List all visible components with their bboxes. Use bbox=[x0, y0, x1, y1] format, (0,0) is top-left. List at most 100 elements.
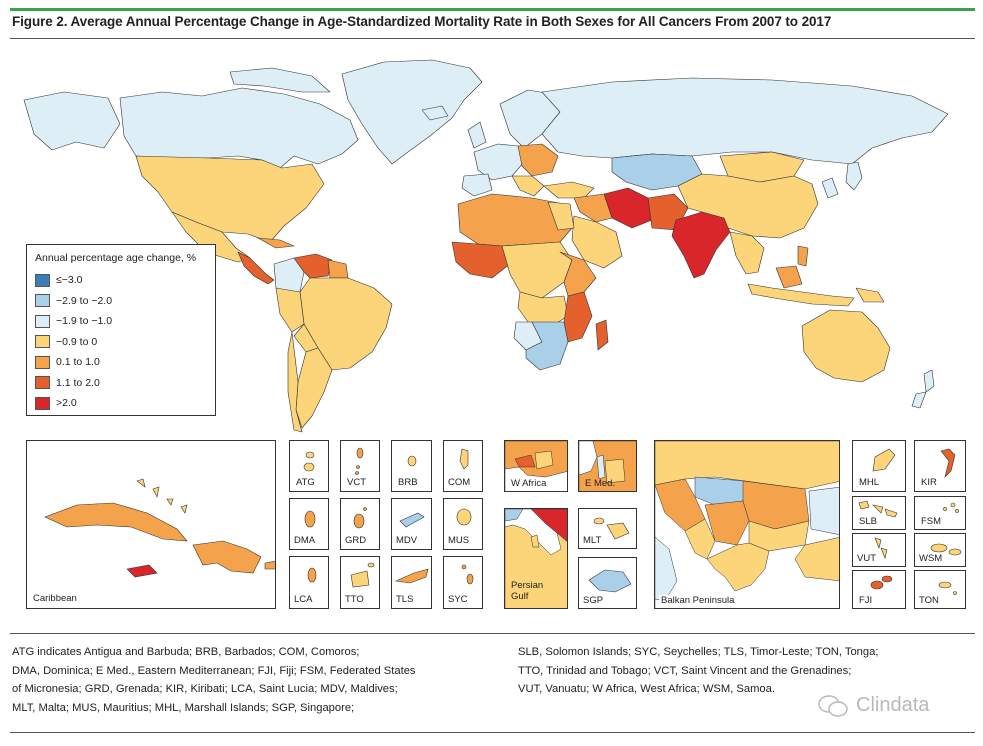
watermark: Clindata bbox=[818, 694, 929, 717]
inset-tls: TLS bbox=[391, 556, 432, 609]
wechat-icon bbox=[818, 694, 848, 717]
legend-label: >2.0 bbox=[56, 397, 77, 410]
region-guianas bbox=[327, 259, 349, 279]
fsm-map bbox=[943, 502, 959, 513]
region-central-america bbox=[237, 251, 275, 285]
region-greenland bbox=[341, 59, 483, 165]
region-central-africa bbox=[501, 241, 573, 299]
inset-label: DMA bbox=[294, 535, 316, 546]
inset-grd: GRD bbox=[340, 498, 380, 550]
grd-island bbox=[353, 513, 365, 529]
watermark-text: Clindata bbox=[856, 694, 930, 716]
w-africa-coast bbox=[505, 466, 567, 491]
inset-dma: DMA bbox=[289, 498, 329, 550]
region-india bbox=[671, 211, 731, 279]
legend-item: >2.0 bbox=[35, 393, 207, 414]
inset-vct: VCT bbox=[340, 440, 380, 492]
mhl-island bbox=[872, 448, 896, 472]
legend-label: −0.9 to 0 bbox=[56, 335, 98, 348]
syc-map bbox=[461, 564, 474, 585]
region-philippines bbox=[797, 245, 809, 267]
inset-atg: ATG bbox=[289, 440, 329, 492]
inset-kir: KIR bbox=[914, 440, 966, 492]
inset-label: SYC bbox=[448, 594, 468, 605]
region-west-africa bbox=[451, 241, 511, 279]
ton-island bbox=[938, 581, 952, 589]
inset-label: Caribbean bbox=[33, 593, 77, 604]
region-uk bbox=[467, 121, 487, 149]
legend-title: Annual percentage age change, % bbox=[35, 252, 197, 264]
balkan-serbia bbox=[704, 500, 750, 546]
region-chile bbox=[287, 331, 303, 433]
lca-island bbox=[307, 567, 317, 583]
title-divider bbox=[10, 38, 975, 39]
persian-gulf-map bbox=[505, 509, 567, 608]
inset-label: MUS bbox=[448, 535, 470, 546]
legend-swatch bbox=[35, 314, 50, 328]
notes-divider-top bbox=[10, 633, 975, 634]
inset-mus: MUS bbox=[443, 498, 483, 550]
kir-map bbox=[940, 448, 956, 478]
region-iraq-syria bbox=[573, 193, 613, 223]
world-map bbox=[23, 59, 949, 433]
inset-label: Persian Gulf bbox=[511, 580, 544, 602]
fji-map bbox=[870, 575, 893, 590]
mlt-island bbox=[606, 522, 630, 540]
inset-w-africa: W Africa bbox=[504, 440, 568, 492]
region-canada bbox=[119, 87, 359, 169]
region-venezuela bbox=[293, 253, 333, 279]
inset-label: FSM bbox=[921, 516, 942, 527]
region-alaska bbox=[23, 91, 121, 151]
vut-island-1 bbox=[874, 537, 882, 549]
inset-label: GRD bbox=[345, 535, 367, 546]
atg-map bbox=[303, 451, 315, 472]
grd-map bbox=[353, 507, 367, 529]
gulf-kuwait bbox=[505, 509, 524, 522]
mhl-map bbox=[872, 448, 896, 472]
sgp-island bbox=[588, 569, 632, 593]
fsm-islet-1 bbox=[950, 502, 956, 508]
region-indonesia bbox=[747, 283, 855, 307]
atg-island-1 bbox=[305, 451, 315, 459]
inset-label: VUT bbox=[857, 553, 876, 564]
figure-title: Figure 2. Average Annual Percentage Chan… bbox=[12, 14, 832, 29]
inset-wsm: WSM bbox=[914, 533, 966, 567]
inset-slb: SLB bbox=[852, 496, 906, 530]
inset-syc: SYC bbox=[443, 556, 483, 609]
inset-e-med: E Med. bbox=[578, 440, 637, 492]
note-line: SLB, Solomon Islands; SYC, Seychelles; T… bbox=[518, 646, 879, 658]
balkan-italy bbox=[655, 536, 678, 602]
region-png bbox=[855, 287, 885, 303]
inset-label: LCA bbox=[294, 594, 313, 605]
region-australia bbox=[801, 309, 891, 383]
region-drc bbox=[517, 291, 569, 327]
inset-label: TLS bbox=[396, 594, 414, 605]
com-island bbox=[459, 448, 469, 470]
w-africa-guinea bbox=[514, 454, 536, 468]
island-jamaica bbox=[126, 564, 158, 578]
legend-item: −1.9 to −1.0 bbox=[35, 311, 207, 332]
notes-left: ATG indicates Antigua and Barbuda; BRB, … bbox=[12, 643, 502, 717]
region-arabia bbox=[571, 215, 623, 269]
inset-mhl: MHL bbox=[852, 440, 906, 492]
legend-item: −2.9 to −2.0 bbox=[35, 291, 207, 312]
legend-item: ≤−3.0 bbox=[35, 270, 207, 291]
notes-right: SLB, Solomon Islands; SYC, Seychelles; T… bbox=[518, 643, 973, 699]
gulf-iran bbox=[530, 509, 567, 542]
legend-label: 0.1 to 1.0 bbox=[56, 356, 100, 369]
lca-map bbox=[307, 567, 317, 583]
mdv-map bbox=[399, 512, 425, 528]
tls-island bbox=[394, 568, 429, 584]
tto-map bbox=[350, 562, 375, 588]
inset-label: BRB bbox=[398, 477, 418, 488]
note-line: MLT, Malta; MUS, Mauritius; MHL, Marshal… bbox=[12, 701, 355, 714]
inset-label: FJI bbox=[859, 595, 873, 606]
mdv-island bbox=[399, 512, 425, 528]
inset-label: VCT bbox=[347, 477, 366, 488]
fji-vanua-levu bbox=[881, 575, 893, 583]
inset-brb: BRB bbox=[391, 440, 432, 492]
wsm-map bbox=[930, 543, 962, 556]
inset-label: MDV bbox=[396, 535, 418, 546]
ton-islet bbox=[953, 591, 957, 595]
fsm-islet-2 bbox=[955, 509, 959, 513]
